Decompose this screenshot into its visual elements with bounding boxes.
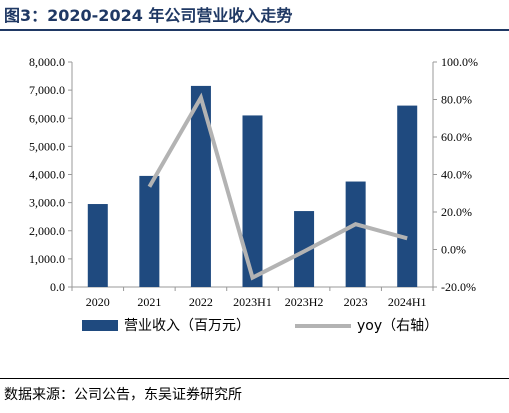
bar-revenue — [190, 85, 211, 287]
left-axis-tick-label: 2,000.0 — [29, 224, 65, 238]
right-axis-tick-label: 100.0% — [441, 55, 478, 69]
x-axis-tick-label: 2020 — [86, 295, 110, 309]
left-axis-tick-label: 4,000.0 — [29, 168, 65, 182]
left-axis-tick-label: 3,000.0 — [29, 196, 65, 210]
left-axis-tick-label: 5,000.0 — [29, 139, 65, 153]
source-rule — [0, 378, 509, 379]
right-axis-tick-label: 0.0% — [441, 243, 466, 257]
figure-title: 图3：2020-2024 年公司营业收入走势 — [4, 6, 293, 25]
right-axis-tick-label: 40.0% — [441, 168, 472, 182]
left-axis-tick-label: 6,000.0 — [29, 111, 65, 125]
bar-revenue — [139, 175, 160, 287]
left-axis-tick-label: 1,000.0 — [29, 252, 65, 266]
x-axis-tick-label: 2024H1 — [388, 295, 427, 309]
line-yoy — [147, 92, 408, 281]
right-axis-tick-label: 80.0% — [441, 93, 472, 107]
legend-swatch-revenue — [82, 320, 118, 331]
right-axis-tick-label: 60.0% — [441, 130, 472, 144]
legend-label-yoy: yoy（右轴） — [357, 318, 438, 334]
bar-revenue — [345, 181, 366, 287]
x-axis-tick-label: 2022 — [189, 295, 213, 309]
x-axis-tick-label: 2023H2 — [285, 295, 324, 309]
x-axis-tick-label: 2023H1 — [233, 295, 272, 309]
bar-revenue — [397, 105, 418, 287]
left-axis-tick-label: 7,000.0 — [29, 83, 65, 97]
left-axis-tick-label: 8,000.0 — [29, 55, 65, 69]
legend-label-revenue: 营业收入（百万元） — [124, 318, 250, 334]
left-axis-tick-label: 0.0 — [50, 280, 65, 294]
bar-revenue — [87, 204, 108, 287]
bar-revenue — [242, 115, 263, 287]
x-axis-tick-label: 2023 — [344, 295, 368, 309]
title-rule — [0, 29, 509, 31]
right-axis-tick-label: 20.0% — [441, 205, 472, 219]
x-axis-tick-label: 2021 — [137, 295, 161, 309]
bar-revenue — [294, 211, 315, 287]
right-axis-tick-label: -20.0% — [441, 280, 476, 294]
source-note: 数据来源：公司公告，东吴证券研究所 — [4, 387, 242, 403]
